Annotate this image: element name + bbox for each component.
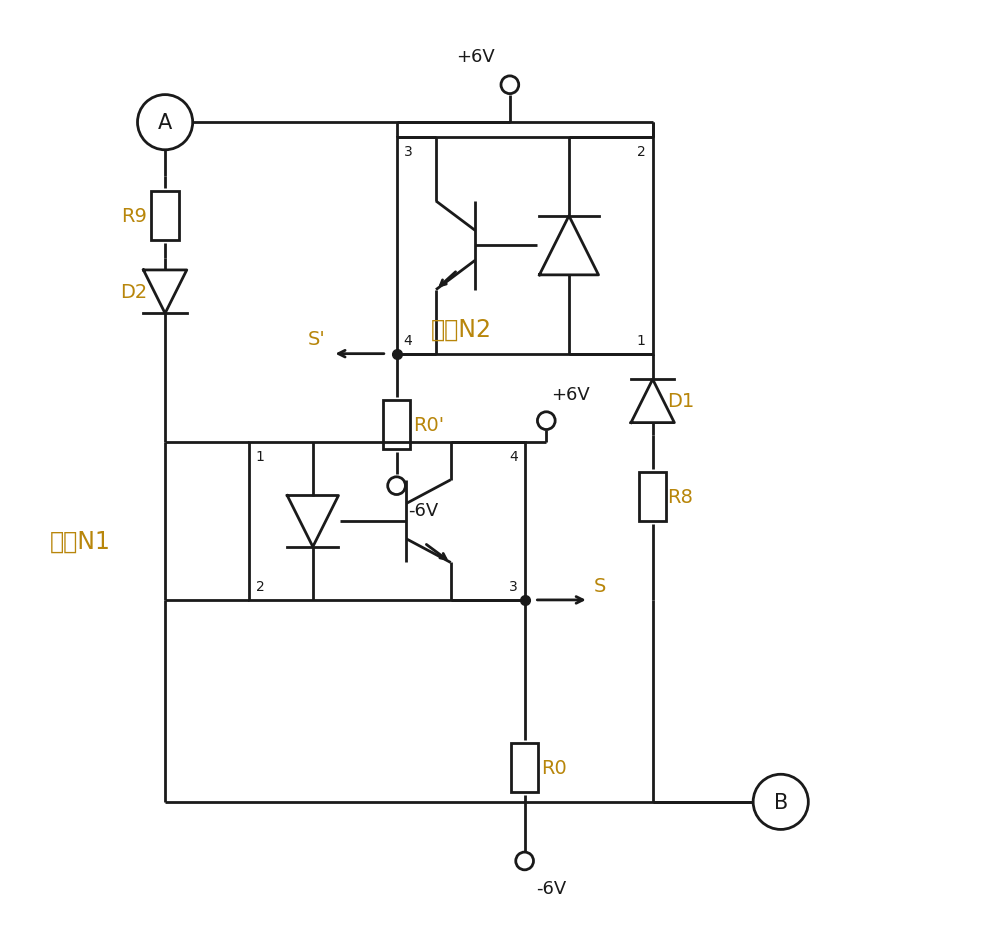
Bar [397, 138, 653, 354]
Text: -6V: -6V [408, 502, 439, 520]
Text: +6V: +6V [551, 386, 590, 403]
Text: D1: D1 [667, 392, 695, 411]
Bar [511, 743, 538, 793]
Text: 1: 1 [256, 450, 265, 464]
Circle shape [501, 77, 519, 95]
Text: D2: D2 [120, 283, 147, 302]
Bar [383, 400, 410, 450]
Text: 4: 4 [403, 334, 412, 348]
Text: 4: 4 [509, 450, 518, 464]
Bar [249, 443, 525, 601]
Text: S: S [594, 577, 606, 595]
Text: R0': R0' [413, 415, 444, 435]
Bar [639, 473, 666, 522]
Text: 3: 3 [403, 145, 412, 159]
Text: B: B [774, 792, 788, 812]
Circle shape [537, 413, 555, 430]
Text: A: A [158, 113, 172, 133]
Text: 3: 3 [509, 579, 518, 593]
Text: 2: 2 [637, 145, 646, 159]
Text: 光耦N1: 光耦N1 [50, 529, 111, 553]
Text: +6V: +6V [456, 48, 495, 66]
Circle shape [516, 852, 533, 870]
Text: R9: R9 [121, 207, 147, 226]
Circle shape [388, 477, 405, 495]
Text: S': S' [308, 329, 326, 349]
Text: 2: 2 [256, 579, 264, 593]
Text: -6V: -6V [536, 879, 567, 896]
Text: 1: 1 [637, 334, 646, 348]
Text: R8: R8 [667, 488, 693, 506]
Bar [151, 192, 179, 241]
Text: R0: R0 [541, 758, 567, 777]
Text: 光耦N2: 光耦N2 [431, 318, 492, 342]
